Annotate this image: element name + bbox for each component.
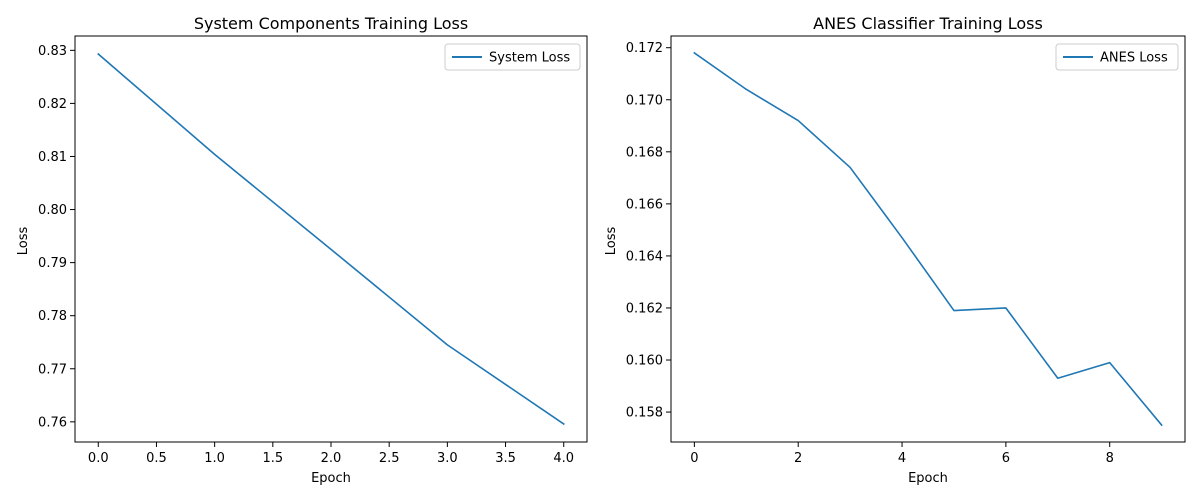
x-tick-label: 0 (690, 451, 698, 466)
x-tick-label: 0.0 (88, 451, 109, 466)
y-tick-label: 0.77 (38, 362, 67, 377)
y-tick-label: 0.164 (626, 249, 663, 264)
x-ticks: 0 2 4 6 8 (690, 442, 1114, 466)
y-ticks: 0.158 0.160 0.162 0.164 0.166 0.168 0.170 0.172 (626, 41, 671, 421)
legend-label-anes-loss: ANES Loss (1100, 51, 1168, 66)
plot-frame (74, 35, 588, 443)
y-tick-label: 0.78 (38, 309, 67, 324)
legend-box (444, 43, 581, 71)
y-tick-label: 0.170 (626, 93, 663, 108)
x-ticks: 0.0 0.5 1.0 1.5 2.0 2.5 3.0 3.5 4.0 (88, 442, 574, 466)
plot-frame (670, 35, 1186, 443)
chart-title: ANES Classifier Training Loss (813, 14, 1043, 33)
series-line (693, 51, 1163, 427)
chart-title: System Components Training Loss (194, 14, 468, 33)
y-axis-label: Loss (16, 227, 31, 256)
y-tick-label: 0.80 (38, 203, 67, 218)
y-tick-label: 0.83 (38, 44, 67, 59)
x-tick-label: 0.5 (146, 451, 167, 466)
x-tick-label: 2 (794, 451, 802, 466)
legend-label-system-loss: System Loss (489, 51, 570, 66)
y-tick-label: 0.82 (38, 97, 67, 112)
x-axis-label: Epoch (908, 471, 948, 486)
y-ticks: 0.76 0.77 0.78 0.79 0.80 0.81 0.82 0.83 (38, 44, 75, 430)
y-tick-label: 0.76 (38, 415, 67, 430)
x-tick-label: 2.5 (379, 451, 400, 466)
x-tick-label: 4 (898, 451, 906, 466)
y-tick-label: 0.158 (626, 406, 663, 421)
series-line (97, 52, 565, 426)
plot-lines (693, 51, 1163, 427)
y-tick-label: 0.81 (38, 150, 67, 165)
x-tick-label: 4.0 (553, 451, 574, 466)
y-tick-label: 0.166 (626, 197, 663, 212)
x-tick-label: 3.5 (495, 451, 516, 466)
y-tick-label: 0.79 (38, 256, 67, 271)
legend-box (1055, 43, 1179, 71)
chart-anes-loss: ANES Classifier Training Loss Epoch Loss… (604, 14, 1186, 486)
y-tick-label: 0.172 (626, 41, 663, 56)
chart-system-loss: System Components Training Loss Epoch Lo… (16, 14, 588, 486)
x-tick-label: 8 (1106, 451, 1114, 466)
x-tick-label: 1.0 (204, 451, 225, 466)
legend: System Loss (444, 43, 581, 71)
y-axis-label: Loss (604, 227, 619, 256)
x-tick-label: 6 (1002, 451, 1010, 466)
x-axis-label: Epoch (311, 471, 351, 486)
y-tick-label: 0.160 (626, 354, 663, 369)
legend: ANES Loss (1055, 43, 1179, 71)
y-tick-label: 0.168 (626, 145, 663, 160)
x-tick-label: 1.5 (262, 451, 283, 466)
x-tick-label: 2.0 (321, 451, 342, 466)
x-tick-label: 3.0 (437, 451, 458, 466)
y-tick-label: 0.162 (626, 301, 663, 316)
plot-lines (97, 52, 565, 426)
